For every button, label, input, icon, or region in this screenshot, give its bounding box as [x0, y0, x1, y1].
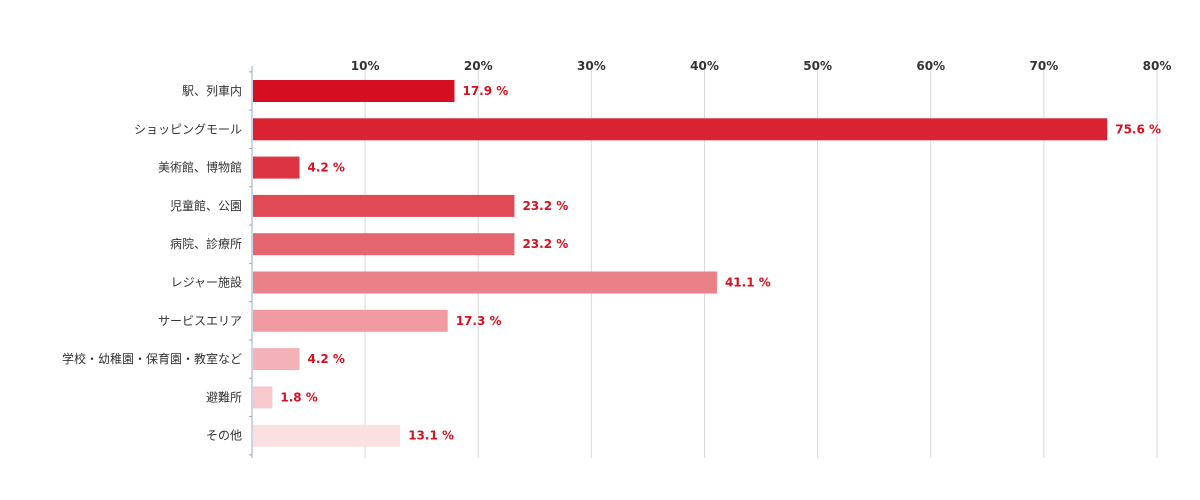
value-label: 13.1 % [408, 429, 454, 443]
value-label: 23.2 % [522, 237, 568, 251]
category-label: ショッピングモール [134, 122, 242, 136]
x-tick-label: 30% [577, 59, 606, 73]
category-label: その他 [206, 429, 242, 443]
bar [253, 233, 515, 256]
value-label: 4.2 % [308, 161, 345, 175]
bar [253, 194, 515, 217]
value-label: 41.1 % [725, 276, 771, 290]
category-label: 病院、診療所 [170, 236, 242, 251]
x-tick-label: 20% [464, 59, 493, 73]
bar [253, 80, 455, 102]
value-label: 1.8 % [280, 390, 317, 404]
x-tick-label: 80% [1143, 59, 1172, 73]
x-tick-label: 40% [690, 59, 719, 73]
category-label: サービスエリア [158, 314, 242, 328]
y-axis [249, 66, 253, 458]
value-label: 17.9 % [462, 84, 508, 98]
category-label: 美術館、博物館 [158, 160, 242, 175]
x-tick-label: 10% [351, 59, 380, 73]
x-tick-label: 50% [803, 59, 832, 73]
category-label: 児童館、公園 [170, 198, 242, 213]
bar [253, 424, 401, 447]
x-tick-label: 70% [1030, 59, 1059, 73]
bar [253, 156, 300, 179]
bars [253, 80, 1108, 447]
category-label: 学校・幼稚園・保育園・教室など [62, 351, 242, 366]
value-labels: 17.9 % 75.6 % 4.2 % 23.2 % 23.2 % 41.1 % 17.3 … [280, 84, 1161, 443]
x-axis-tick-labels: 10% 20% 30% 40% 50% 60% 70% 80% [351, 59, 1172, 73]
category-label: レジャー施設 [171, 275, 242, 290]
x-tick-label: 60% [916, 59, 945, 73]
value-label: 17.3 % [456, 314, 502, 328]
bar [253, 118, 1108, 141]
category-labels: 駅、列車内ショッピングモール美術館、博物館児童館、公園病院、診療所レジャー施設サ… [62, 84, 242, 443]
category-label: 避難所 [206, 389, 242, 404]
value-label: 23.2 % [522, 199, 568, 213]
bar [253, 309, 448, 332]
value-label: 75.6 % [1115, 122, 1161, 136]
bar [253, 271, 717, 294]
bar [253, 348, 300, 371]
category-label: 駅、列車内 [182, 84, 242, 98]
bar [253, 386, 273, 409]
value-label: 4.2 % [308, 352, 345, 366]
